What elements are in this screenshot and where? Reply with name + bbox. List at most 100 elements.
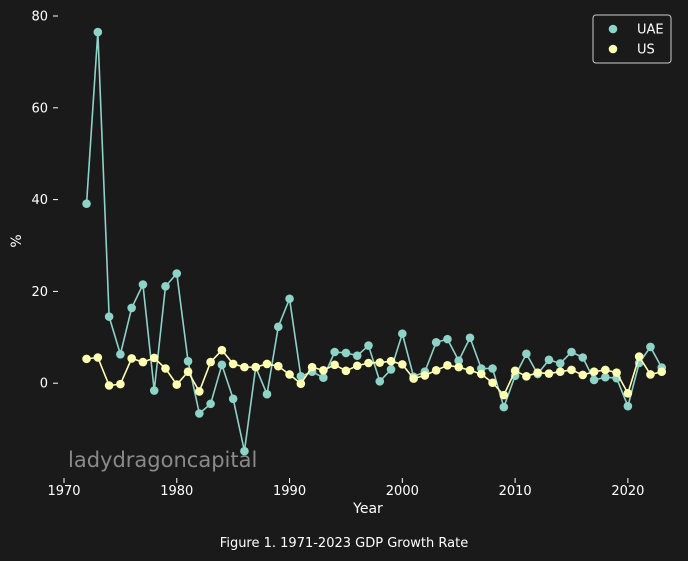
data-point-us: [229, 360, 238, 369]
data-point-us: [421, 371, 430, 380]
data-point-us: [319, 366, 328, 375]
data-point-uae: [82, 199, 91, 208]
x-tick-label: 1990: [273, 484, 306, 499]
watermark-text: ladydragoncapital: [68, 448, 257, 472]
data-point-uae: [150, 386, 159, 395]
data-point-uae: [184, 357, 193, 366]
data-point-uae: [116, 350, 125, 359]
data-point-uae: [94, 28, 103, 37]
data-point-us: [251, 363, 260, 372]
x-tick-label: 1980: [160, 484, 193, 499]
data-point-us: [297, 379, 306, 388]
legend-label-us: US: [637, 43, 655, 58]
data-point-us: [263, 360, 272, 369]
data-point-uae: [601, 373, 610, 382]
data-point-uae: [105, 312, 114, 321]
data-point-uae: [229, 395, 238, 404]
series-line-us: [87, 350, 662, 395]
data-point-us: [285, 370, 294, 379]
data-point-us: [612, 368, 621, 377]
data-point-uae: [387, 365, 396, 374]
data-point-uae: [466, 333, 475, 342]
data-point-uae: [545, 355, 554, 364]
data-point-uae: [556, 359, 565, 368]
y-tick-label: 80: [31, 10, 48, 25]
data-point-us: [364, 359, 373, 368]
data-point-uae: [398, 329, 407, 338]
data-point-uae: [364, 341, 373, 350]
data-point-uae: [127, 304, 136, 313]
data-point-uae: [567, 348, 576, 357]
data-point-us: [206, 358, 215, 367]
data-point-uae: [330, 348, 339, 357]
data-point-uae: [624, 402, 633, 411]
legend-marker-uae: [609, 25, 618, 34]
data-point-us: [657, 367, 666, 376]
data-point-us: [172, 380, 181, 389]
data-point-us: [240, 363, 249, 372]
data-point-uae: [500, 403, 509, 412]
data-point-us: [116, 380, 125, 389]
data-point-uae: [161, 282, 170, 291]
data-point-us: [443, 361, 452, 370]
data-point-us: [556, 367, 565, 376]
data-point-uae: [590, 376, 599, 385]
legend: UAE US: [593, 15, 671, 63]
data-point-uae: [285, 294, 294, 303]
y-tick-label: 60: [31, 101, 48, 116]
data-point-uae: [218, 361, 227, 370]
data-point-uae: [353, 351, 362, 360]
data-point-us: [330, 361, 339, 370]
data-point-us: [353, 361, 362, 370]
data-point-us: [454, 363, 463, 372]
data-point-us: [387, 357, 396, 366]
x-tick-label: 2000: [386, 484, 419, 499]
data-point-uae: [522, 350, 531, 359]
data-point-uae: [263, 390, 272, 399]
data-point-uae: [139, 280, 148, 289]
data-point-us: [218, 346, 227, 355]
data-point-uae: [443, 335, 452, 344]
data-point-us: [94, 353, 103, 362]
data-point-us: [578, 371, 587, 380]
data-point-uae: [488, 364, 497, 373]
data-point-us: [511, 367, 520, 376]
data-point-us: [139, 358, 148, 367]
data-point-us: [195, 387, 204, 396]
x-axis: 1970 1980 1990 2000 2010 2020: [47, 478, 644, 499]
gdp-growth-chart: 0 20 40 60 80 1970 1980 1990 2000 2010 2020 % Yea…: [0, 0, 688, 530]
data-point-us: [601, 366, 610, 375]
data-point-uae: [274, 322, 283, 331]
data-point-uae: [646, 343, 655, 352]
y-tick-label: 40: [31, 193, 48, 208]
data-point-us: [500, 391, 509, 400]
data-point-us: [375, 358, 384, 367]
data-point-uae: [375, 377, 384, 386]
x-tick-label: 1970: [47, 484, 80, 499]
figure-caption: Figure 1. 1971-2023 GDP Growth Rate: [0, 536, 688, 551]
data-point-us: [105, 381, 114, 390]
legend-marker-us: [609, 45, 618, 54]
data-point-us: [274, 362, 283, 371]
data-point-us: [342, 367, 351, 376]
data-point-uae: [195, 409, 204, 418]
data-point-us: [522, 372, 531, 381]
y-axis: 0 20 40 60 80: [31, 10, 58, 392]
x-axis-label: Year: [352, 501, 383, 517]
data-point-us: [127, 354, 136, 363]
y-tick-label: 20: [31, 285, 48, 300]
data-point-us: [308, 363, 317, 372]
data-point-uae: [578, 353, 587, 362]
data-point-us: [646, 370, 655, 379]
data-point-us: [150, 354, 159, 363]
y-axis-label: %: [9, 234, 25, 247]
data-point-uae: [319, 373, 328, 382]
data-point-uae: [172, 269, 181, 278]
data-point-us: [466, 366, 475, 375]
series-line-uae: [87, 32, 662, 451]
data-point-us: [545, 369, 554, 378]
data-point-us: [635, 352, 644, 361]
data-point-us: [590, 367, 599, 376]
data-point-us: [432, 366, 441, 375]
data-point-us: [398, 360, 407, 369]
